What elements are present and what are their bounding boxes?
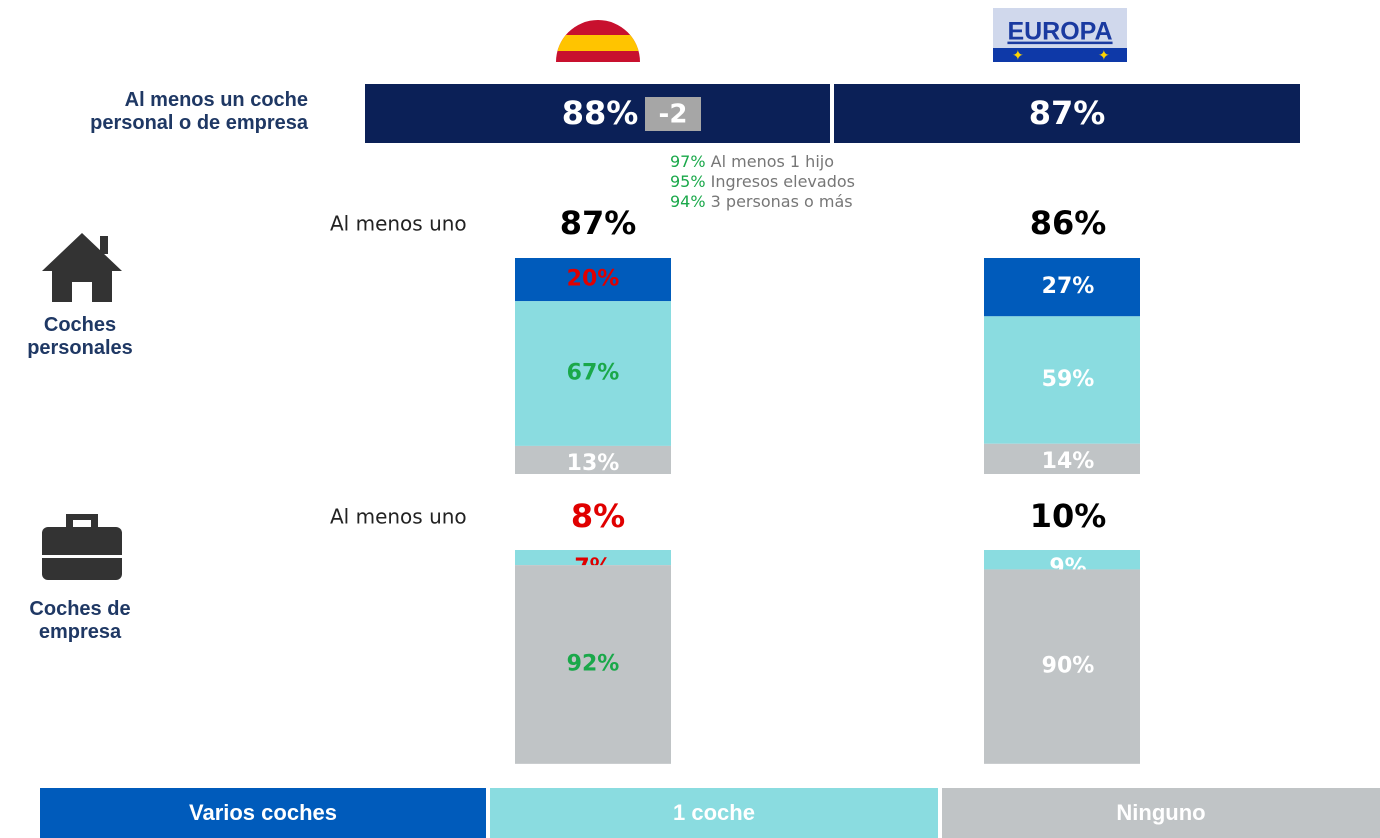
legend-swatch — [942, 788, 1380, 838]
bar-segment — [984, 569, 1140, 764]
summary-value: 87% — [1029, 94, 1106, 132]
spain-flag — [556, 20, 640, 62]
bar-segment — [515, 445, 671, 474]
summary-label: Al menos un coche personal o de empresa — [90, 89, 308, 134]
note-value: 94% — [670, 192, 706, 211]
bar-segment — [515, 550, 671, 566]
note-text: 3 personas o más — [711, 192, 853, 211]
value-label: 14% — [1042, 449, 1095, 474]
bar-segment — [984, 550, 1140, 570]
bar-segment — [515, 565, 671, 764]
value-label: 90% — [1042, 654, 1095, 679]
bar-segment — [984, 316, 1140, 444]
note: 97% Al menos 1 hijo — [670, 152, 834, 171]
note: 95% Ingresos elevados — [670, 172, 855, 191]
note: 94% 3 personas o más — [670, 192, 853, 211]
legend-label: Ninguno — [1116, 800, 1205, 825]
legend-swatch — [40, 788, 486, 838]
bar-segment — [984, 258, 1140, 317]
eu-flag: ✦ ✦ EUROPA — [993, 8, 1127, 64]
bar-segment — [515, 258, 671, 302]
briefcase-icon — [42, 514, 122, 580]
legend-swatch — [490, 788, 938, 838]
summary-bar — [834, 84, 1300, 143]
legend-label: 1 coche — [673, 800, 755, 825]
value-label: 92% — [567, 651, 620, 676]
note-value: 97% — [670, 152, 706, 171]
section-title: Coches de empresa — [29, 598, 131, 643]
summary-bar — [365, 84, 830, 143]
europe-label: EUROPA — [1007, 18, 1112, 46]
note-value: 95% — [670, 172, 706, 191]
section-title: Coches personales — [27, 314, 133, 359]
summary-value: 88% — [562, 94, 639, 132]
value-label: 59% — [1042, 367, 1095, 392]
total-value: 8% — [571, 497, 625, 535]
note-text: Al menos 1 hijo — [711, 152, 834, 171]
value-label: 67% — [567, 361, 620, 386]
bar-segment — [984, 443, 1140, 474]
svg-text:✦: ✦ — [1098, 48, 1110, 64]
total-value: 86% — [1030, 204, 1107, 242]
value-label: 13% — [567, 451, 620, 476]
change-box — [645, 97, 701, 131]
total-value: 87% — [560, 204, 637, 242]
row-label: Al menos uno — [330, 505, 467, 529]
house-icon — [42, 233, 122, 302]
total-value: 10% — [1030, 497, 1107, 535]
bar-segment — [515, 301, 671, 446]
note-text: Ingresos elevados — [711, 172, 855, 191]
change-label: -2 — [659, 100, 688, 130]
value-label: 20% — [567, 267, 620, 292]
svg-text:✦: ✦ — [1012, 48, 1024, 64]
value-label: 27% — [1042, 274, 1095, 299]
legend-label: Varios coches — [189, 800, 337, 825]
row-label: Al menos uno — [330, 212, 467, 236]
